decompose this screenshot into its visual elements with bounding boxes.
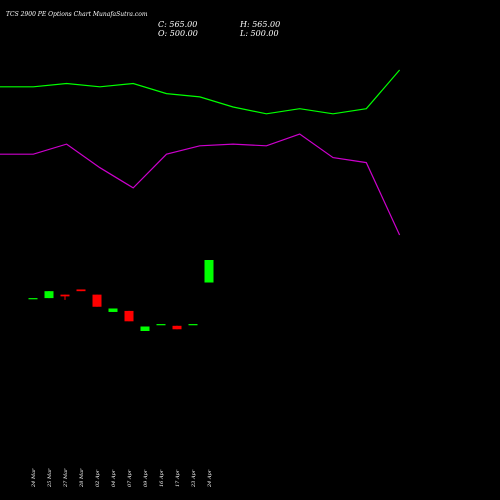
chart-title: TCS 2900 PE Options Chart MunafaSutra.co… xyxy=(6,11,148,18)
close-value: C: 565.00 xyxy=(158,20,198,29)
x-tick-label: 24 Mar xyxy=(31,468,37,488)
candle-body xyxy=(44,291,54,299)
lower-line-series xyxy=(0,133,401,236)
x-tick-label: 07 Apr xyxy=(127,469,133,487)
candle-body xyxy=(140,326,150,331)
x-tick-label: 16 Apr xyxy=(159,469,165,487)
upper-line xyxy=(0,69,401,115)
open-value: O: 500.00 xyxy=(158,29,198,38)
x-tick-label: 23 Apr xyxy=(191,469,197,488)
x-tick-label: 02 Apr xyxy=(95,469,101,487)
x-tick-label: 17 Apr xyxy=(175,469,181,487)
candle-body xyxy=(172,325,182,330)
candles xyxy=(28,260,214,331)
lower-line xyxy=(0,133,401,236)
candle-body xyxy=(60,294,70,297)
x-tick-label: 25 Mar xyxy=(47,468,53,488)
candle-body xyxy=(108,308,118,312)
low-value: L: 500.00 xyxy=(240,29,279,38)
candle-body xyxy=(204,260,214,283)
candle-body xyxy=(28,298,38,300)
x-axis-labels: 24 Mar 25 Mar 27 Mar 28 Mar 02 Apr 04 Apr 07 A… xyxy=(31,468,213,488)
candle-body xyxy=(188,324,198,326)
candle-body xyxy=(92,294,102,307)
x-tick-label: 04 Apr xyxy=(111,469,117,487)
x-tick-label: 27 Mar xyxy=(63,468,69,488)
upper-line-series xyxy=(0,69,401,115)
high-value: H: 565.00 xyxy=(240,20,281,29)
x-tick-label: 24 Apr xyxy=(207,469,213,488)
candle-body xyxy=(76,289,86,292)
candle-body xyxy=(156,324,166,326)
candle-body xyxy=(124,310,134,322)
x-tick-label: 09 Apr xyxy=(143,469,149,487)
x-tick-label: 28 Mar xyxy=(79,468,85,488)
